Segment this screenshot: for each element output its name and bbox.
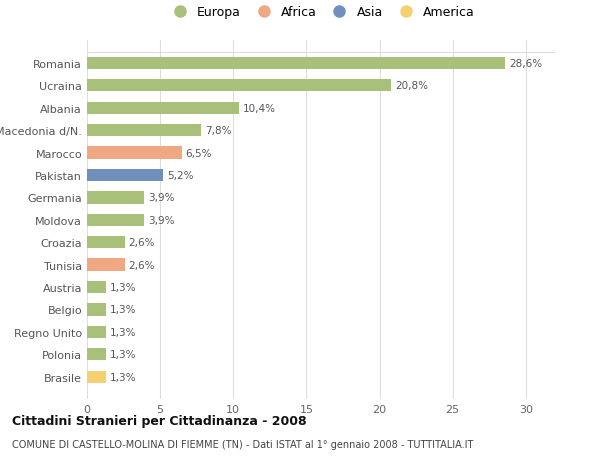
Text: 28,6%: 28,6%	[509, 59, 542, 69]
Text: 1,3%: 1,3%	[110, 372, 136, 382]
Text: 10,4%: 10,4%	[243, 103, 276, 113]
Text: 2,6%: 2,6%	[128, 238, 155, 248]
Legend: Europa, Africa, Asia, America: Europa, Africa, Asia, America	[167, 6, 475, 19]
Text: 20,8%: 20,8%	[395, 81, 428, 91]
Bar	[87, 281, 106, 294]
Text: 1,3%: 1,3%	[110, 350, 136, 359]
Bar	[87, 147, 182, 159]
Bar	[87, 102, 239, 115]
Text: 3,9%: 3,9%	[148, 193, 174, 203]
Text: 1,3%: 1,3%	[110, 305, 136, 315]
Bar	[87, 125, 201, 137]
Bar	[87, 304, 106, 316]
Bar	[87, 326, 106, 338]
Bar	[87, 371, 106, 383]
Bar	[87, 236, 125, 249]
Bar	[87, 169, 163, 182]
Text: 3,9%: 3,9%	[148, 215, 174, 225]
Text: 7,8%: 7,8%	[205, 126, 231, 136]
Text: Cittadini Stranieri per Cittadinanza - 2008: Cittadini Stranieri per Cittadinanza - 2…	[12, 414, 307, 428]
Bar	[87, 259, 125, 271]
Bar	[87, 80, 391, 92]
Bar	[87, 214, 144, 226]
Text: 2,6%: 2,6%	[128, 260, 155, 270]
Text: COMUNE DI CASTELLO-MOLINA DI FIEMME (TN) - Dati ISTAT al 1° gennaio 2008 - TUTTI: COMUNE DI CASTELLO-MOLINA DI FIEMME (TN)…	[12, 440, 473, 449]
Text: 6,5%: 6,5%	[186, 148, 212, 158]
Text: 1,3%: 1,3%	[110, 327, 136, 337]
Bar	[87, 57, 505, 70]
Bar	[87, 348, 106, 361]
Text: 1,3%: 1,3%	[110, 282, 136, 292]
Text: 5,2%: 5,2%	[167, 171, 193, 180]
Bar	[87, 192, 144, 204]
